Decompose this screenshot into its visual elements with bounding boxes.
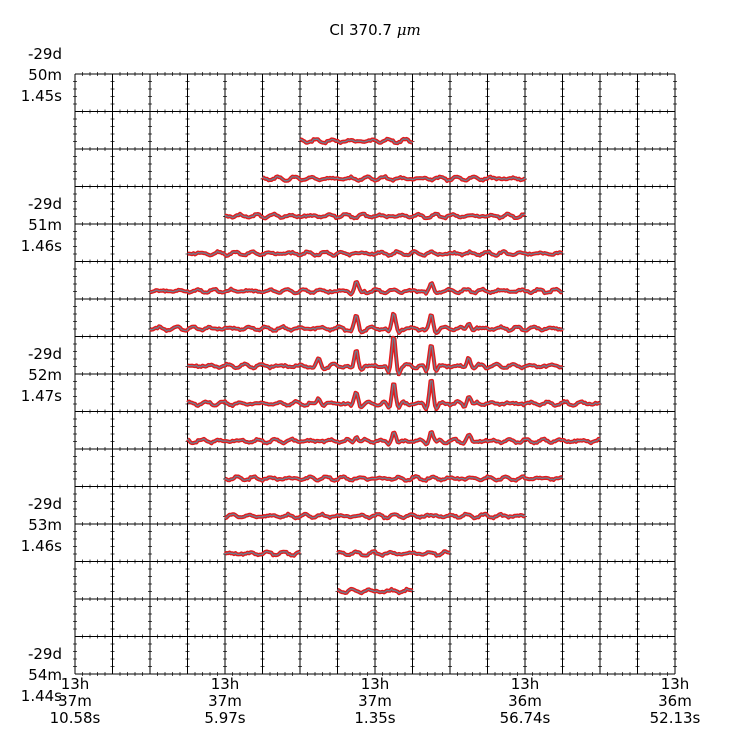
spectrum-line-gray bbox=[187, 337, 563, 375]
y-tick-label: -29d 51m 1.46s bbox=[20, 195, 62, 255]
spectrum-line-gray bbox=[337, 550, 451, 557]
spectrum-line-red bbox=[149, 280, 563, 297]
x-tick-label: 13h 36m 56.74s bbox=[499, 675, 551, 727]
x-tick-label: 13h 37m 1.35s bbox=[354, 675, 396, 727]
spectrum-line-gray bbox=[224, 475, 563, 482]
y-tick-label: -29d 52m 1.47s bbox=[20, 345, 62, 405]
chart-title: CI 370.7 μm bbox=[329, 21, 421, 39]
spectrum-line-gray bbox=[224, 513, 526, 519]
spectrum-line-gray bbox=[187, 250, 563, 257]
spectrum-line-gray bbox=[299, 138, 413, 144]
y-tick-label: -29d 53m 1.46s bbox=[20, 495, 62, 555]
spectrum-line-gray bbox=[224, 212, 526, 220]
spectrum-line-gray bbox=[187, 380, 601, 410]
x-tick-label: 13h 36m 52.13s bbox=[649, 675, 701, 727]
spectrum-line-gray bbox=[337, 588, 413, 594]
y-tick-label: -29d 50m 1.45s bbox=[20, 45, 62, 105]
spectrum-line-gray bbox=[187, 431, 601, 446]
spectrum-line-gray bbox=[224, 550, 301, 557]
y-tick-label: -29d 54m 1.44s bbox=[20, 645, 62, 705]
spectrum-line-gray bbox=[149, 313, 563, 334]
x-tick-label: 13h 37m 10.58s bbox=[49, 675, 101, 727]
spectrum-line-gray bbox=[262, 175, 526, 182]
spectrum-line-gray bbox=[149, 281, 563, 296]
x-tick-label: 13h 37m 5.97s bbox=[204, 675, 246, 727]
